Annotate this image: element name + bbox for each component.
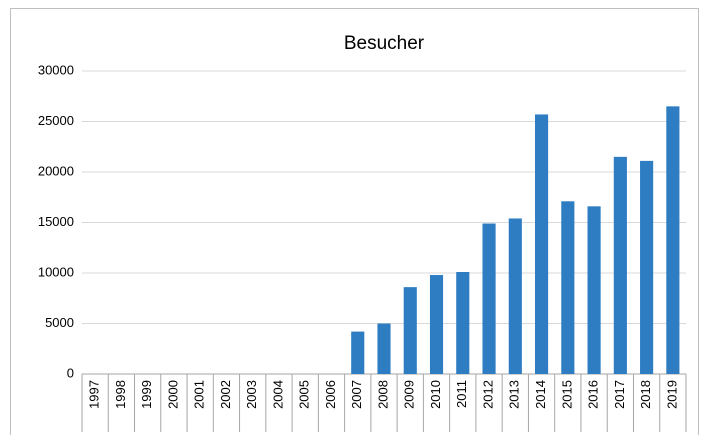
- x-tick-label: 2002: [218, 380, 233, 409]
- y-tick-label: 25000: [38, 113, 74, 128]
- chart-title: Besucher: [344, 33, 425, 54]
- x-tick-label: 2018: [638, 380, 653, 409]
- x-tick-label: 2005: [297, 380, 312, 409]
- x-tick-label: 2008: [375, 380, 390, 409]
- bar: [403, 287, 417, 374]
- bar: [640, 160, 654, 374]
- x-tick-label: 2009: [402, 380, 417, 409]
- y-tick-label: 30000: [38, 62, 74, 77]
- x-tick-label: 2012: [480, 380, 495, 409]
- bar: [456, 271, 470, 374]
- y-tick-label: 20000: [38, 163, 74, 178]
- bar: [508, 218, 522, 374]
- x-tick-label: 2010: [428, 380, 443, 409]
- x-tick-label: 2000: [165, 380, 180, 409]
- x-tick-label: 2017: [612, 380, 627, 409]
- x-tick-label: 2011: [454, 380, 469, 408]
- x-tick-label: 2013: [507, 380, 522, 409]
- x-tick-label: 2004: [270, 380, 285, 409]
- x-tick-label: 1999: [139, 380, 154, 409]
- bar: [482, 223, 496, 374]
- bar: [377, 323, 391, 374]
- bar: [351, 331, 365, 374]
- y-tick-label: 5000: [45, 315, 74, 330]
- bar: [561, 201, 575, 374]
- x-tick-label: 2019: [664, 380, 679, 409]
- x-tick-label: 1998: [113, 380, 128, 409]
- x-tick-label: 2001: [192, 380, 207, 409]
- x-tick-label: 2016: [586, 380, 601, 409]
- bar: [429, 275, 444, 374]
- x-tick-label: 2003: [244, 380, 259, 409]
- x-tick-label: 2015: [559, 380, 574, 409]
- y-tick-label: 10000: [38, 264, 74, 279]
- x-tick-label: 1997: [87, 380, 102, 409]
- x-tick-label: 2014: [533, 380, 548, 409]
- x-tick-label: 2007: [349, 380, 364, 409]
- x-tick-label: 2006: [323, 380, 338, 409]
- bar: [535, 114, 549, 375]
- y-tick-label: 15000: [38, 214, 74, 229]
- bar: [587, 206, 601, 374]
- bar: [666, 106, 680, 374]
- y-tick-label: 0: [67, 365, 74, 380]
- bar: [613, 156, 627, 374]
